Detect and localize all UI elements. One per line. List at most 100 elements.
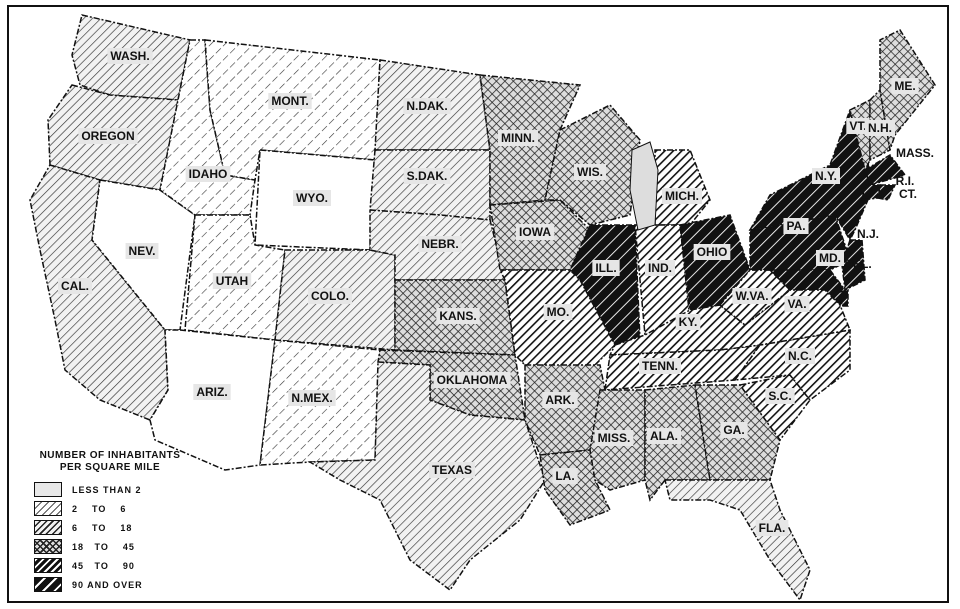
state-label-wash: WASH. [110,49,149,63]
state-ct [861,184,881,201]
state-label-background [732,288,772,304]
state-label-background [107,48,153,64]
state-label-n-c: N.C. [788,349,812,363]
state-label-idaho: IDAHO [189,167,228,181]
state-label-background [811,168,841,184]
state-label-ariz: ARIZ. [196,385,227,399]
state-label-oklahoma: OKLAHOMA [437,373,508,387]
lake-michigan [629,141,659,231]
state-label-tenn: TENN. [642,359,678,373]
state-label-background [428,462,476,478]
legend-item: 18 TO 45 [34,537,210,556]
legend-label: 90 AND OVER [72,579,143,590]
state-label-background [498,130,538,146]
state-label-background [403,168,451,184]
state-label-wis: WIS. [577,165,603,179]
legend-swatch [34,558,62,573]
state-label-nev: NEV. [129,244,156,258]
state-label-ct: CT. [899,187,917,201]
legend-label: 6 TO 18 [72,522,133,533]
state-label-background [212,273,252,289]
state-label-n-mex: N.MEX. [291,391,332,405]
state-label-del: DEL. [844,257,871,271]
state-n-c [733,329,851,402]
state-cal [29,164,169,421]
legend: NUMBER OF INHABITANTS PER SQUARE MILE LE… [10,450,210,594]
state-n-y [748,103,871,242]
legend-label: 18 TO 45 [72,541,135,552]
state-label-ga: GA. [723,423,744,437]
state-label-r-i: R.I. [896,174,915,188]
state-label-background [433,372,511,388]
state-label-background [78,128,138,144]
state-label-vt: VT. [849,119,866,133]
state-label-background [185,166,231,182]
state-label-oregon: OREGON [81,129,134,143]
state-label-background [816,250,844,266]
state-md [768,269,846,307]
state-label-background [542,392,578,408]
state-vt [849,98,871,173]
state-label-n-h: N.H. [868,121,892,135]
state-label-background [193,384,231,400]
state-label-background [436,308,480,324]
state-label-background [891,78,919,94]
legend-label: 2 TO 6 [72,503,127,514]
state-label-background [720,422,748,438]
state-label-ill: ILL. [595,261,616,275]
state-label-w-va: W.VA. [735,289,768,303]
state-label-background [403,98,451,114]
legend-swatch [34,520,62,535]
state-label-colo: COLO. [311,289,349,303]
state-label-background [693,244,731,260]
legend-swatch [34,482,62,497]
state-texas [307,361,546,592]
legend-item: 6 TO 18 [34,518,210,537]
state-label-ky: KY. [679,315,698,329]
state-label-miss: MISS. [598,431,631,445]
state-label-background [662,188,702,204]
legend-swatch [34,539,62,554]
state-r-i [877,184,897,201]
state-label-background [552,468,578,484]
state-label-va: VA. [787,297,806,311]
legend-item: 45 TO 90 [34,556,210,575]
state-label-background [288,390,336,406]
state-label-ohio: OHIO [697,245,728,259]
state-label-ind: IND. [648,261,672,275]
state-ark [524,364,606,456]
state-fla [664,479,811,602]
state-label-la: LA. [555,469,574,483]
legend-swatch [34,501,62,516]
state-label-utah: UTAH [216,274,248,288]
state-mass [864,154,907,186]
state-label-background [647,428,681,444]
state-label-cal: CAL. [61,279,89,293]
legend-item: LESS THAN 2 [34,480,210,499]
state-label-iowa: IOWA [519,225,551,239]
state-label-nebr: NEBR. [421,237,458,251]
state-label-background [765,388,795,404]
state-label-background [543,304,573,320]
state-mich [654,149,711,226]
state-label-background [783,218,809,234]
state-label-background [418,236,462,252]
state-label-background [639,358,681,374]
state-del [839,289,849,307]
legend-title: NUMBER OF INHABITANTS [39,450,181,461]
state-label-s-c: S.C. [768,389,791,403]
state-label-n-j: N.J. [857,227,879,241]
state-label-background [594,430,634,446]
legend-item: 2 TO 6 [34,499,210,518]
state-label-background [865,120,895,136]
state-label-background [675,314,701,330]
state-label-s-dak: S.DAK. [407,169,448,183]
legend-subtitle: PER SQUARE MILE [59,462,161,473]
state-label-me: ME. [894,79,915,93]
legend-label: LESS THAN 2 [72,484,142,495]
state-label-wyo: WYO. [296,191,328,205]
state-label-mont: MONT. [271,94,308,108]
state-label-fla: FLA. [759,521,786,535]
